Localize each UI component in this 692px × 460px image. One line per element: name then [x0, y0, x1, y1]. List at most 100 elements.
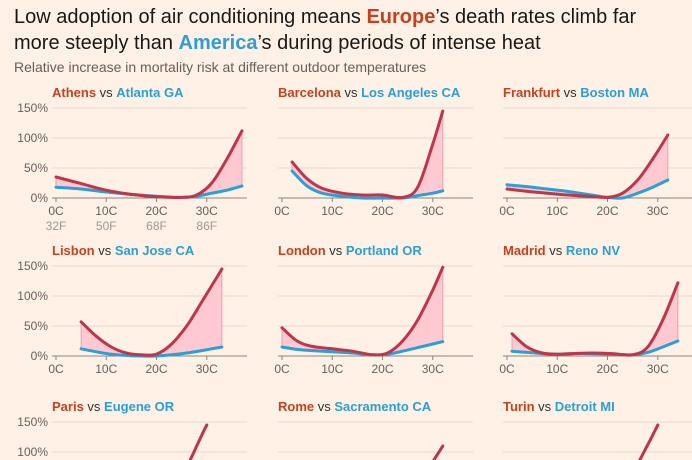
series-line-europe	[290, 109, 445, 200]
panel-title: Paris vs Eugene OR	[52, 399, 175, 414]
series-line-europe	[510, 281, 680, 357]
title-part-3: ’s during periods of intense heat	[257, 32, 541, 54]
panel-title-vs: vs	[84, 399, 104, 414]
panel-title-europe: Barcelona	[278, 85, 342, 100]
x-tick-label: 0C	[499, 362, 515, 376]
panel-lisbon: Lisbon vs San Jose CA 150% 100% 50% 0%0C 10C 2…	[17, 243, 247, 376]
panel-title-vs: vs	[560, 85, 580, 100]
y-tick-label: 100%	[17, 289, 48, 303]
panel-title-america: Sacramento CA	[334, 399, 431, 414]
y-tick-label: 50%	[24, 319, 48, 333]
panel-title-vs: vs	[546, 243, 566, 258]
x-tick-label: 0C	[48, 362, 64, 376]
series-line-europe	[505, 133, 670, 200]
title-part-2: ’s death rates climb far more steeply th…	[14, 6, 637, 54]
panel-title-vs: vs	[341, 85, 361, 100]
x-tick-label-fahrenheit: 86F	[196, 219, 217, 233]
x-tick-label: 20C	[372, 362, 394, 376]
panel-title-europe: Turin	[503, 399, 535, 414]
panel-title-vs: vs	[326, 243, 346, 258]
panel-title-vs: vs	[96, 85, 116, 100]
x-tick-label-fahrenheit: 68F	[146, 219, 167, 233]
gap-area	[56, 130, 242, 198]
series-line-europe	[54, 129, 244, 200]
x-tick-label: 10C	[546, 204, 568, 218]
x-tick-label: 10C	[321, 362, 343, 376]
panel-title-america: Portland OR	[346, 243, 422, 258]
chart-title: Low adoption of air conditioning means E…	[14, 4, 684, 56]
series-line-europe	[280, 265, 445, 357]
panel-title: London vs Portland OR	[278, 243, 422, 258]
panel-madrid: Madrid vs Reno NV 0C 10C 20C 30C	[499, 243, 692, 376]
title-europe: Europe	[366, 6, 436, 28]
panel-turin: Turin vs Detroit MI	[503, 399, 692, 460]
x-tick-label: 30C	[647, 362, 669, 376]
panel-frankfurt: Frankfurt vs Boston MA 0C 10C 20C 30C	[499, 85, 692, 218]
gap-area	[81, 269, 222, 357]
x-tick-label: 20C	[372, 204, 394, 218]
x-tick-label: 30C	[422, 204, 444, 218]
x-tick-label: 20C	[597, 362, 619, 376]
panel-title-vs: vs	[95, 243, 115, 258]
panel-title: Rome vs Sacramento CA	[278, 399, 432, 414]
y-tick-label: 50%	[24, 161, 48, 175]
panel-title: Lisbon vs San Jose CA	[52, 243, 195, 258]
y-tick-label: 100%	[17, 131, 48, 145]
panel-title-vs: vs	[535, 399, 555, 414]
x-tick-label: 0C	[48, 204, 64, 218]
x-tick-label-fahrenheit: 50F	[96, 219, 117, 233]
x-tick-label: 20C	[597, 204, 619, 218]
panel-title-america: Atlanta GA	[116, 85, 184, 100]
panel-title-america: Detroit MI	[555, 399, 615, 414]
panel-paris: Paris vs Eugene OR 150% 100%	[17, 399, 247, 460]
panel-title: Turin vs Detroit MI	[503, 399, 615, 414]
panel-title-europe: Paris	[52, 399, 84, 414]
panel-title: Madrid vs Reno NV	[503, 243, 620, 258]
panel-london: London vs Portland OR 0C 10C 20C 30C	[274, 243, 473, 376]
panel-title: Barcelona vs Los Angeles CA	[278, 85, 461, 100]
chart-subtitle: Relative increase in mortality risk at d…	[14, 59, 427, 75]
x-tick-label: 10C	[546, 362, 568, 376]
panel-title-europe: Madrid	[503, 243, 546, 258]
x-tick-label: 0C	[499, 204, 515, 218]
series-line-america	[290, 169, 445, 200]
panel-title: Athens vs Atlanta GA	[52, 85, 184, 100]
panel-title-america: Los Angeles CA	[361, 85, 461, 100]
series-line-europe	[79, 267, 224, 357]
panel-rome: Rome vs Sacramento CA	[278, 399, 473, 460]
panel-title-vs: vs	[314, 399, 334, 414]
x-tick-label: 0C	[274, 204, 290, 218]
x-tick-label: 30C	[196, 204, 218, 218]
panel-athens: Athens vs Atlanta GA 150% 100% 50% 0%0C 10C 20…	[17, 85, 247, 233]
panel-title: Frankfurt vs Boston MA	[503, 85, 650, 100]
x-tick-label: 10C	[95, 362, 117, 376]
panel-title-america: Eugene OR	[104, 399, 175, 414]
x-tick-label: 30C	[647, 204, 669, 218]
y-tick-label: 150%	[17, 415, 48, 429]
y-tick-label: 150%	[17, 259, 48, 273]
title-america: America	[178, 32, 258, 54]
panel-title-europe: Rome	[278, 399, 314, 414]
panel-title-america: Reno NV	[566, 243, 621, 258]
x-tick-label: 10C	[95, 204, 117, 218]
x-tick-label: 20C	[146, 204, 168, 218]
y-tick-label: 100%	[17, 445, 48, 459]
panel-title-europe: Frankfurt	[503, 85, 561, 100]
panel-barcelona: Barcelona vs Los Angeles CA 0C 10C 20C 30C	[274, 85, 473, 218]
panel-title-europe: Athens	[52, 85, 96, 100]
gap-area	[507, 135, 668, 199]
panel-title-europe: London	[278, 243, 326, 258]
x-tick-label: 10C	[321, 204, 343, 218]
series-line-europe	[432, 444, 445, 460]
x-tick-label-fahrenheit: 32F	[46, 219, 67, 233]
y-tick-label: 0%	[31, 191, 49, 205]
gap-area	[512, 282, 678, 356]
x-tick-label: 20C	[146, 362, 168, 376]
series-line-europe	[188, 423, 209, 460]
x-tick-label: 30C	[196, 362, 218, 376]
panel-title-america: San Jose CA	[115, 243, 195, 258]
title-part-1: Low adoption of air conditioning means	[14, 6, 367, 28]
panel-title-america: Boston MA	[580, 85, 649, 100]
y-tick-label: 150%	[17, 101, 48, 115]
